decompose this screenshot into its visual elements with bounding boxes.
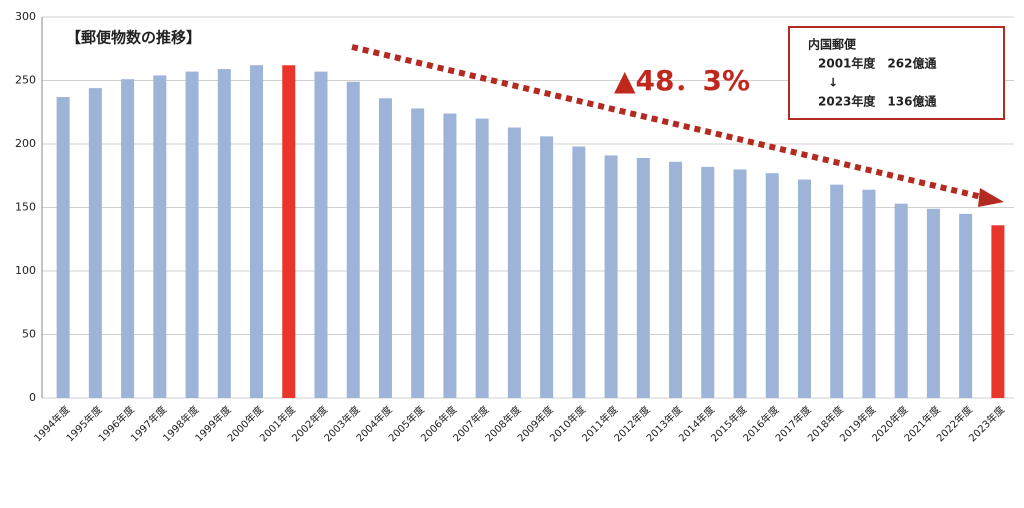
chart-title: 【郵便物数の推移】: [66, 29, 201, 47]
bar: [862, 189, 876, 398]
bar: [185, 71, 199, 399]
y-tick-label: 250: [15, 74, 36, 87]
trend-arrow: [351, 44, 983, 200]
bar: [153, 75, 167, 399]
bar: [56, 97, 70, 398]
bar: [475, 118, 489, 398]
bar: [604, 155, 618, 398]
bar: [217, 69, 231, 398]
bar: [959, 213, 973, 398]
note-arrow: ↓: [828, 76, 838, 90]
bar: [669, 161, 683, 398]
note-line: 2001年度 262億通: [818, 56, 936, 71]
note-line: 2023年度 136億通: [818, 94, 936, 109]
bar: [250, 65, 264, 398]
x-tick-label: 2023年度: [966, 403, 1007, 444]
bar: [378, 98, 392, 398]
bar: [443, 113, 457, 399]
y-tick-label: 150: [15, 201, 36, 214]
bar: [894, 203, 908, 398]
bar: [282, 65, 296, 398]
bar: [991, 225, 1005, 398]
y-tick-label: 0: [29, 391, 36, 404]
bar: [830, 184, 844, 398]
bar: [346, 81, 360, 399]
bar: [314, 71, 328, 399]
bar: [507, 127, 521, 399]
bar: [765, 173, 779, 398]
bar: [88, 88, 102, 399]
bar: [540, 136, 554, 398]
y-tick-label: 50: [22, 328, 36, 341]
arrow-head: [978, 188, 1004, 207]
note-box: [788, 26, 1005, 120]
bar: [701, 166, 715, 398]
decline-label: ▲48．3%: [614, 64, 750, 97]
bar: [121, 79, 135, 398]
y-tick-label: 300: [15, 10, 36, 23]
bar: [926, 208, 940, 398]
bar: [733, 169, 747, 398]
bar: [572, 146, 586, 398]
bar: [411, 108, 425, 398]
bar: [797, 179, 811, 398]
y-tick-label: 200: [15, 137, 36, 150]
y-tick-label: 100: [15, 264, 36, 277]
note-heading: 内国郵便: [808, 37, 857, 52]
bar: [636, 157, 650, 398]
